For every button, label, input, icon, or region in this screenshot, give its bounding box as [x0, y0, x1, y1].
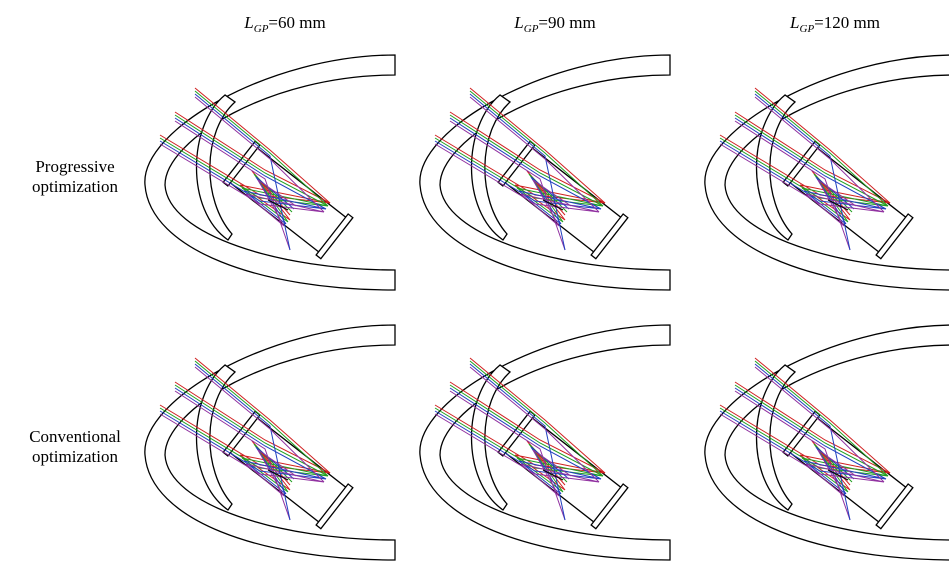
panels — [145, 55, 949, 560]
row-label: Progressive — [35, 157, 114, 176]
symbol: L — [243, 13, 253, 32]
header-text: =90 mm — [538, 13, 595, 32]
symbol: L — [513, 13, 523, 32]
column-header: LGP=120 mm — [789, 13, 880, 35]
subscript: GP — [800, 23, 815, 35]
column-header: LGP=60 mm — [243, 13, 325, 35]
header-text: =120 mm — [814, 13, 880, 32]
figure: LGP=60 mmLGP=90 mmLGP=120 mmProgressiveo… — [0, 0, 949, 562]
column-header: LGP=90 mm — [513, 13, 595, 35]
subscript: GP — [524, 23, 539, 35]
header-text: =60 mm — [268, 13, 325, 32]
row-label: optimization — [32, 447, 118, 466]
subscript: GP — [254, 23, 269, 35]
row-label: optimization — [32, 177, 118, 196]
row-label: Conventional — [29, 427, 121, 446]
symbol: L — [789, 13, 799, 32]
